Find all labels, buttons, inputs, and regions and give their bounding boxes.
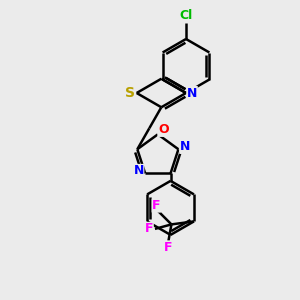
Text: F: F — [164, 241, 173, 254]
Text: F: F — [152, 199, 161, 212]
Text: N: N — [180, 140, 190, 153]
Text: F: F — [145, 222, 153, 236]
Text: Cl: Cl — [179, 9, 193, 22]
Text: N: N — [134, 164, 144, 178]
Text: O: O — [158, 123, 169, 136]
Text: S: S — [125, 86, 135, 100]
Text: N: N — [187, 86, 197, 100]
